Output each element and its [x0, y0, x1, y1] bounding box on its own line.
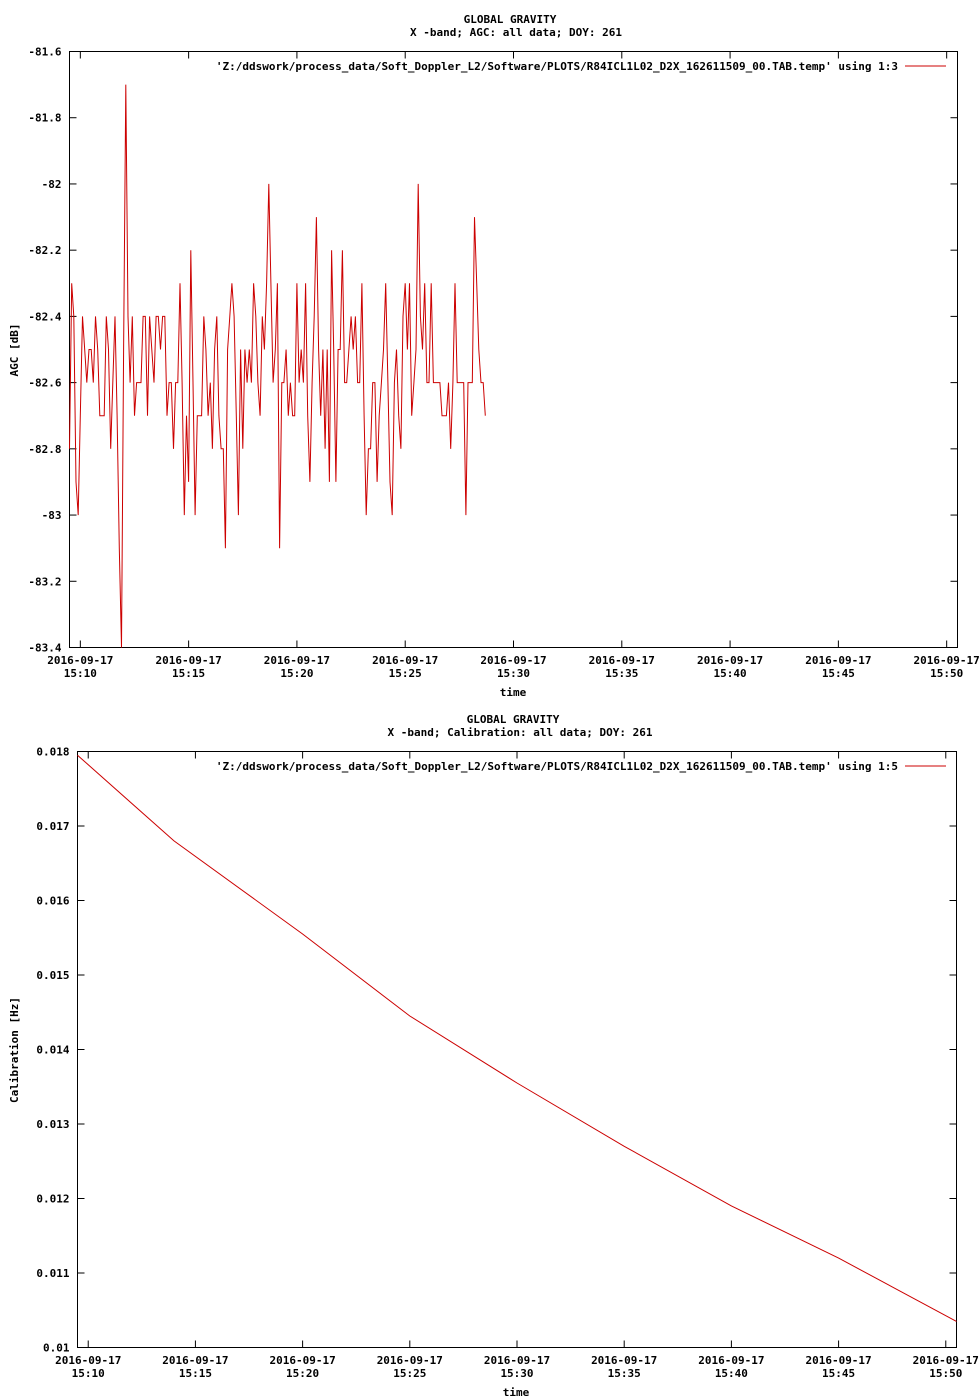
- x-tick-label-time: 15:40: [715, 1367, 748, 1380]
- y-tick-label: -82.8: [28, 443, 61, 456]
- x-tick-label-time: 15:35: [605, 667, 638, 680]
- x-tick-labels: 2016-09-1715:102016-09-1715:152016-09-17…: [55, 1354, 979, 1380]
- chart-subtitle: X -band; AGC: all data; DOY: 261: [410, 26, 622, 39]
- x-tick-label-date: 2016-09-17: [805, 654, 871, 667]
- y-tick-label: -82: [42, 178, 62, 191]
- legend-entry-label: 'Z:/ddswork/process_data/Soft_Doppler_L2…: [216, 760, 898, 773]
- y-axis-label: Calibration [Hz]: [8, 997, 21, 1103]
- x-tick-label-time: 15:50: [930, 667, 963, 680]
- x-tick-label-time: 15:25: [389, 667, 422, 680]
- y-tick-label: -83: [42, 509, 62, 522]
- x-tick-label-time: 15:15: [179, 1367, 212, 1380]
- legend: 'Z:/ddswork/process_data/Soft_Doppler_L2…: [216, 760, 946, 773]
- y-tick-label: -82.6: [28, 377, 61, 390]
- y-tick-label: -82.2: [28, 244, 61, 257]
- x-tick-label-time: 15:15: [172, 667, 205, 680]
- x-tick-label-time: 15:35: [608, 1367, 641, 1380]
- x-tick-label-time: 15:30: [500, 1367, 533, 1380]
- x-tick-label-date: 2016-09-17: [372, 654, 438, 667]
- x-tick-label-date: 2016-09-17: [47, 654, 113, 667]
- y-tick-labels: -81.6 -81.8 -82 -82.2 -82.4 -82.6 -82.8 -83 -83.…: [28, 46, 61, 655]
- x-tick-label-time: 15:10: [64, 667, 97, 680]
- x-tick-label-date: 2016-09-17: [484, 1354, 550, 1367]
- y-tick-label: -81.8: [28, 112, 61, 125]
- y-tick-label: -81.6: [28, 46, 61, 59]
- x-tick-label-time: 15:45: [822, 1367, 855, 1380]
- y-tick-label: 0.014: [36, 1044, 69, 1057]
- calibration-series-line: [77, 754, 957, 1322]
- chart-title: GLOBAL GRAVITY: [464, 13, 557, 26]
- x-tick-label-date: 2016-09-17: [697, 654, 763, 667]
- y-tick-label: 0.017: [36, 820, 69, 833]
- axis-ticks: [69, 51, 958, 648]
- x-tick-label-time: 15:10: [72, 1367, 105, 1380]
- axis-ticks: [77, 751, 957, 1348]
- x-tick-labels: 2016-09-1715:102016-09-1715:152016-09-17…: [47, 654, 980, 680]
- y-tick-label: 0.016: [36, 895, 69, 908]
- x-tick-label-date: 2016-09-17: [698, 1354, 764, 1367]
- legend-entry-label: 'Z:/ddswork/process_data/Soft_Doppler_L2…: [216, 60, 898, 73]
- x-tick-label-time: 15:45: [822, 667, 855, 680]
- x-tick-label-date: 2016-09-17: [162, 1354, 228, 1367]
- y-tick-label: 0.011: [36, 1267, 69, 1280]
- x-axis-label: time: [503, 1386, 530, 1399]
- x-tick-label-date: 2016-09-17: [914, 654, 980, 667]
- x-tick-label-time: 15:40: [714, 667, 747, 680]
- x-tick-label-time: 15:20: [280, 667, 313, 680]
- x-tick-label-date: 2016-09-17: [591, 1354, 657, 1367]
- y-tick-label: -83.2: [28, 575, 61, 588]
- x-tick-label-time: 15:30: [497, 667, 530, 680]
- y-tick-label: 0.018: [36, 746, 69, 759]
- chart-title: GLOBAL GRAVITY: [467, 713, 560, 726]
- chart-subtitle: X -band; Calibration: all data; DOY: 261: [388, 726, 653, 739]
- x-tick-label-date: 2016-09-17: [480, 654, 546, 667]
- agc-series-line: [69, 84, 486, 648]
- x-tick-label-date: 2016-09-17: [589, 654, 655, 667]
- x-tick-label-date: 2016-09-17: [805, 1354, 871, 1367]
- x-tick-label-date: 2016-09-17: [269, 1354, 335, 1367]
- y-tick-label: -82.4: [28, 310, 61, 323]
- y-tick-label: 0.013: [36, 1118, 69, 1131]
- y-tick-label: 0.015: [36, 969, 69, 982]
- x-tick-label-date: 2016-09-17: [55, 1354, 121, 1367]
- x-tick-label-time: 15:20: [286, 1367, 319, 1380]
- agc-chart: GLOBAL GRAVITY X -band; AGC: all data; D…: [8, 13, 980, 699]
- y-tick-label: -83.4: [28, 642, 61, 655]
- x-tick-label-date: 2016-09-17: [156, 654, 222, 667]
- x-tick-label-date: 2016-09-17: [264, 654, 330, 667]
- x-tick-label-time: 15:25: [393, 1367, 426, 1380]
- x-tick-label-date: 2016-09-17: [377, 1354, 443, 1367]
- calibration-chart: GLOBAL GRAVITY X -band; Calibration: all…: [8, 713, 979, 1399]
- x-tick-label-time: 15:50: [929, 1367, 962, 1380]
- y-tick-label: 0.012: [36, 1193, 69, 1206]
- x-axis-label: time: [500, 686, 527, 699]
- y-tick-labels: 0.018 0.017 0.016 0.015 0.014 0.013 0.012 0.011…: [36, 746, 69, 1355]
- y-axis-label: AGC [dB]: [8, 324, 21, 377]
- x-tick-label-date: 2016-09-17: [913, 1354, 979, 1367]
- legend: 'Z:/ddswork/process_data/Soft_Doppler_L2…: [216, 60, 946, 73]
- y-tick-label: 0.01: [43, 1342, 70, 1355]
